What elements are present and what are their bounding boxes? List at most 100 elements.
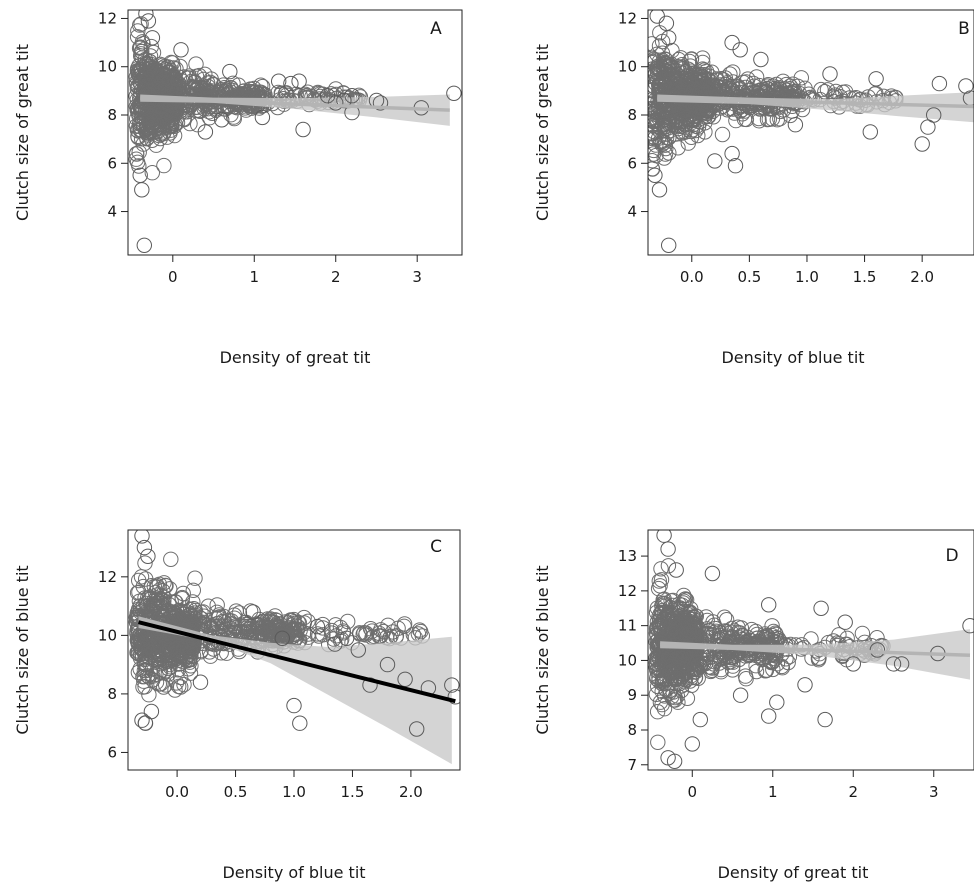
- trend-line: [138, 620, 456, 704]
- data-point: [274, 630, 290, 646]
- data-point: [724, 662, 741, 678]
- data-point: [656, 591, 672, 607]
- data-point: [648, 167, 663, 183]
- data-point: [862, 124, 878, 140]
- data-point: [648, 161, 661, 177]
- data-point: [656, 150, 672, 166]
- data-point: [140, 548, 156, 564]
- data-point: [136, 662, 153, 679]
- data-point: [151, 664, 167, 680]
- data-point: [176, 111, 192, 127]
- data-point: [648, 153, 660, 169]
- data-point: [687, 72, 703, 88]
- x-tick-label: 1: [768, 783, 778, 801]
- data-point: [659, 63, 675, 80]
- data-point: [661, 665, 678, 681]
- panel-letter: B: [958, 19, 970, 39]
- data-point: [650, 734, 666, 750]
- data-point: [658, 682, 674, 698]
- data-point: [717, 70, 733, 86]
- data-point: [136, 539, 153, 556]
- x-axis-label: Density of blue tit: [721, 348, 864, 367]
- data-point: [665, 653, 681, 669]
- x-axis-label: Density of great tit: [718, 863, 869, 882]
- data-point: [136, 237, 153, 254]
- data-point: [134, 530, 150, 544]
- data-point: [661, 685, 677, 701]
- data-point: [344, 88, 360, 104]
- data-point: [192, 674, 209, 690]
- data-point: [170, 662, 187, 678]
- data-point: [173, 638, 189, 654]
- data-point: [673, 50, 689, 66]
- data-point: [134, 182, 150, 198]
- data-point: [173, 679, 189, 695]
- data-point: [173, 42, 189, 58]
- data-point: [158, 677, 174, 693]
- data-point: [931, 75, 948, 92]
- data-point: [139, 639, 155, 656]
- data-point: [129, 154, 146, 171]
- data-point: [649, 46, 665, 62]
- data-point: [697, 124, 713, 140]
- data-point: [131, 572, 147, 589]
- data-point: [142, 642, 158, 658]
- data-point: [709, 72, 725, 89]
- data-point: [216, 80, 233, 96]
- y-axis-label: Clutch size of blue tit: [533, 565, 552, 734]
- data-point: [751, 113, 767, 129]
- data-point: [156, 157, 172, 174]
- data-point: [141, 687, 157, 703]
- data-point: [653, 58, 669, 74]
- data-point: [649, 704, 666, 720]
- data-point: [748, 663, 765, 680]
- data-point: [649, 10, 665, 24]
- y-tick-label: 8: [107, 685, 117, 703]
- x-axis-label: Density of blue tit: [222, 863, 365, 882]
- x-axis-label: Density of great tit: [220, 348, 371, 367]
- data-point: [651, 613, 668, 629]
- y-tick-label: 10: [618, 58, 637, 76]
- data-point: [143, 38, 160, 55]
- y-tick-label: 7: [627, 756, 637, 774]
- y-tick-label: 6: [107, 154, 117, 172]
- data-point: [659, 103, 675, 120]
- data-point: [704, 565, 721, 582]
- x-tick-label: 1.0: [795, 268, 819, 286]
- y-tick-label: 8: [627, 721, 637, 739]
- data-point: [854, 625, 871, 642]
- trend-line: [660, 643, 971, 657]
- data-point: [757, 663, 773, 679]
- data-point: [372, 95, 389, 111]
- data-point: [185, 582, 202, 598]
- plot-area: [648, 10, 974, 254]
- x-tick-label: 1.5: [341, 783, 365, 801]
- data-point: [135, 113, 151, 129]
- data-point: [192, 103, 208, 120]
- panel-letter: D: [945, 546, 958, 566]
- data-point: [143, 703, 160, 720]
- x-tick-label: 1.5: [853, 268, 877, 286]
- data-point: [718, 612, 735, 628]
- data-point: [684, 677, 700, 693]
- data-point: [797, 80, 813, 97]
- data-point: [682, 58, 699, 74]
- plot-frame: [647, 9, 974, 256]
- data-point: [130, 129, 146, 146]
- data-point: [444, 677, 460, 693]
- data-point: [649, 662, 665, 678]
- y-tick-label: 10: [618, 651, 637, 669]
- data-point: [180, 661, 197, 677]
- data-point: [650, 580, 667, 597]
- data-point: [158, 103, 174, 119]
- data-point: [157, 58, 173, 75]
- data-point: [172, 669, 189, 686]
- data-point: [143, 123, 160, 140]
- data-point: [227, 619, 244, 636]
- data-point: [761, 708, 777, 724]
- data-point: [665, 623, 681, 640]
- data-point: [765, 661, 781, 678]
- data-point: [209, 619, 225, 635]
- data-point: [200, 598, 217, 614]
- y-axis-label: Clutch size of blue tit: [13, 565, 32, 734]
